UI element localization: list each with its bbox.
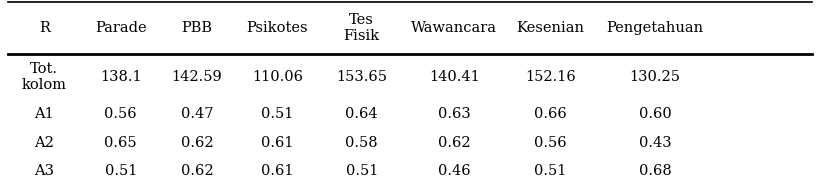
Text: 140.41: 140.41 — [428, 70, 479, 84]
Text: 110.06: 110.06 — [251, 70, 302, 84]
Text: 0.51: 0.51 — [534, 164, 566, 178]
Text: 0.58: 0.58 — [345, 136, 378, 150]
Text: Psikotes: Psikotes — [247, 21, 308, 35]
Text: 138.1: 138.1 — [100, 70, 142, 84]
Text: Wawancara: Wawancara — [410, 21, 496, 35]
Text: 153.65: 153.65 — [336, 70, 387, 84]
Text: 0.56: 0.56 — [534, 136, 566, 150]
Text: 0.62: 0.62 — [437, 136, 470, 150]
Text: A2: A2 — [34, 136, 54, 150]
Text: 0.62: 0.62 — [180, 164, 213, 178]
Text: 0.51: 0.51 — [345, 164, 378, 178]
Text: R: R — [38, 21, 50, 35]
Text: 0.68: 0.68 — [638, 164, 671, 178]
Text: 0.66: 0.66 — [534, 107, 566, 121]
Text: A3: A3 — [34, 164, 54, 178]
Text: 0.51: 0.51 — [104, 164, 137, 178]
Text: 142.59: 142.59 — [171, 70, 222, 84]
Text: 0.65: 0.65 — [104, 136, 137, 150]
Text: 0.43: 0.43 — [638, 136, 671, 150]
Text: 0.51: 0.51 — [261, 107, 293, 121]
Text: 0.62: 0.62 — [180, 136, 213, 150]
Text: Pengetahuan: Pengetahuan — [606, 21, 703, 35]
Text: Tot.
kolom: Tot. kolom — [22, 62, 67, 92]
Text: 0.64: 0.64 — [345, 107, 378, 121]
Text: 0.63: 0.63 — [437, 107, 470, 121]
Text: 130.25: 130.25 — [629, 70, 680, 84]
Text: 0.56: 0.56 — [104, 107, 137, 121]
Text: 0.61: 0.61 — [260, 136, 293, 150]
Text: 0.61: 0.61 — [260, 164, 293, 178]
Text: 0.60: 0.60 — [638, 107, 671, 121]
Text: 0.47: 0.47 — [180, 107, 213, 121]
Text: PBB: PBB — [181, 21, 212, 35]
Text: Kesenian: Kesenian — [516, 21, 584, 35]
Text: Tes
Fisik: Tes Fisik — [343, 13, 379, 43]
Text: 152.16: 152.16 — [525, 70, 575, 84]
Text: A1: A1 — [34, 107, 54, 121]
Text: Parade: Parade — [95, 21, 147, 35]
Text: 0.46: 0.46 — [437, 164, 470, 178]
